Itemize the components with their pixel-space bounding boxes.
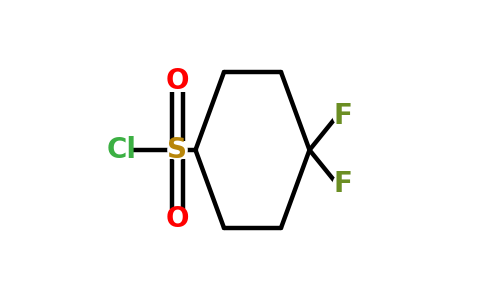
Circle shape [168, 209, 187, 229]
Circle shape [112, 140, 132, 160]
Circle shape [168, 71, 187, 91]
Circle shape [333, 175, 352, 194]
Text: O: O [166, 67, 189, 95]
Text: F: F [333, 170, 352, 199]
Text: O: O [166, 205, 189, 233]
Text: S: S [167, 136, 187, 164]
Text: Cl: Cl [107, 136, 137, 164]
Circle shape [333, 106, 352, 125]
Circle shape [168, 140, 187, 160]
Text: F: F [333, 101, 352, 130]
